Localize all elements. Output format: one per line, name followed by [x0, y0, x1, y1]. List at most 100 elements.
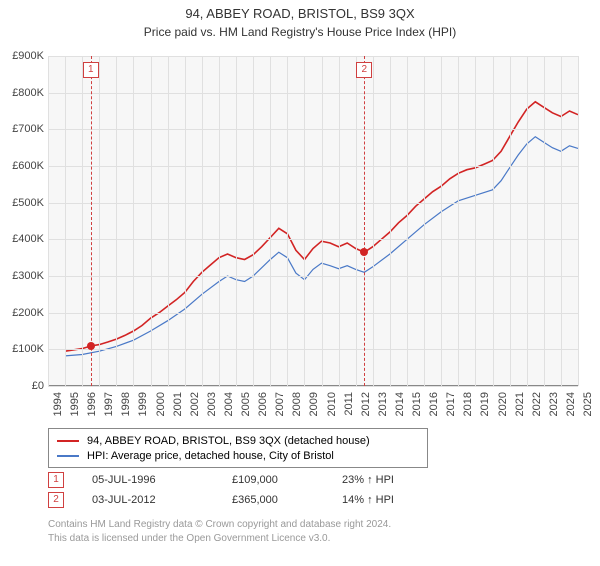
grid-line-v	[304, 56, 305, 386]
grid-line-h	[48, 93, 578, 94]
grid-line-v	[82, 56, 83, 386]
grid-line-v	[458, 56, 459, 386]
grid-line-v	[133, 56, 134, 386]
sale-date: 03-JUL-2012	[92, 494, 232, 506]
grid-line-v	[510, 56, 511, 386]
footer-line: This data is licensed under the Open Gov…	[48, 532, 578, 546]
y-tick-label: £400K	[0, 233, 44, 245]
x-tick-label: 2025	[582, 392, 594, 416]
grid-line-v	[270, 56, 271, 386]
legend-swatch	[57, 455, 79, 457]
grid-line-h	[48, 313, 578, 314]
x-tick-label: 2002	[189, 392, 201, 416]
y-tick-label: £800K	[0, 87, 44, 99]
x-tick-label: 2009	[308, 392, 320, 416]
grid-line-v	[116, 56, 117, 386]
sale-price: £109,000	[232, 474, 342, 486]
sale-date: 05-JUL-1996	[92, 474, 232, 486]
x-tick-label: 2003	[206, 392, 218, 416]
sales-table: 1 05-JUL-1996 £109,000 23% ↑ HPI 2 03-JU…	[48, 470, 462, 510]
grid-line-v	[390, 56, 391, 386]
y-tick-label: £500K	[0, 197, 44, 209]
y-tick-label: £700K	[0, 123, 44, 135]
x-tick-label: 2010	[326, 392, 338, 416]
grid-line-v	[339, 56, 340, 386]
grid-line-v	[578, 56, 579, 386]
x-tick-label: 2006	[257, 392, 269, 416]
sale-marker-badge: 2	[356, 62, 372, 78]
grid-line-h	[48, 129, 578, 130]
grid-line-v	[48, 56, 49, 386]
legend-item: HPI: Average price, detached house, City…	[57, 448, 419, 463]
legend-box: 94, ABBEY ROAD, BRISTOL, BS9 3QX (detach…	[48, 428, 428, 468]
footer-line: Contains HM Land Registry data © Crown c…	[48, 518, 578, 532]
sale-marker-badge: 1	[48, 472, 64, 488]
grid-line-v	[65, 56, 66, 386]
grid-line-v	[202, 56, 203, 386]
grid-line-h	[48, 239, 578, 240]
legend-item: 94, ABBEY ROAD, BRISTOL, BS9 3QX (detach…	[57, 433, 419, 448]
grid-line-h	[48, 349, 578, 350]
x-tick-label: 2016	[428, 392, 440, 416]
sale-delta: 23% ↑ HPI	[342, 474, 462, 486]
sale-price: £365,000	[232, 494, 342, 506]
grid-line-v	[287, 56, 288, 386]
grid-line-v	[544, 56, 545, 386]
sale-marker-line	[91, 56, 92, 386]
legend-label: HPI: Average price, detached house, City…	[87, 450, 334, 462]
grid-line-v	[424, 56, 425, 386]
x-tick-label: 1995	[69, 392, 81, 416]
x-tick-label: 1996	[86, 392, 98, 416]
grid-line-h	[48, 166, 578, 167]
x-tick-label: 2024	[565, 392, 577, 416]
x-tick-label: 2007	[274, 392, 286, 416]
x-tick-label: 2017	[445, 392, 457, 416]
grid-line-v	[493, 56, 494, 386]
grid-line-h	[48, 386, 578, 387]
x-tick-label: 2020	[497, 392, 509, 416]
grid-line-h	[48, 56, 578, 57]
chart-lines-svg	[48, 56, 578, 386]
x-tick-label: 2023	[548, 392, 560, 416]
y-tick-label: £200K	[0, 307, 44, 319]
sales-row: 2 03-JUL-2012 £365,000 14% ↑ HPI	[48, 490, 462, 510]
legend-label: 94, ABBEY ROAD, BRISTOL, BS9 3QX (detach…	[87, 435, 370, 447]
x-tick-label: 1994	[52, 392, 64, 416]
grid-line-v	[151, 56, 152, 386]
x-tick-label: 2019	[479, 392, 491, 416]
grid-line-v	[168, 56, 169, 386]
grid-line-v	[253, 56, 254, 386]
y-tick-label: £300K	[0, 270, 44, 282]
x-tick-label: 2021	[514, 392, 526, 416]
grid-line-v	[356, 56, 357, 386]
grid-line-v	[561, 56, 562, 386]
grid-line-v	[407, 56, 408, 386]
x-tick-label: 2015	[411, 392, 423, 416]
x-tick-label: 1999	[137, 392, 149, 416]
x-tick-label: 2004	[223, 392, 235, 416]
sale-delta: 14% ↑ HPI	[342, 494, 462, 506]
grid-line-v	[322, 56, 323, 386]
page-title: 94, ABBEY ROAD, BRISTOL, BS9 3QX	[0, 6, 600, 21]
grid-line-v	[99, 56, 100, 386]
x-tick-label: 1997	[103, 392, 115, 416]
grid-line-v	[373, 56, 374, 386]
x-tick-label: 2000	[155, 392, 167, 416]
grid-line-v	[236, 56, 237, 386]
grid-line-h	[48, 276, 578, 277]
y-tick-label: £0	[0, 380, 44, 392]
x-tick-label: 2018	[462, 392, 474, 416]
x-tick-label: 2013	[377, 392, 389, 416]
x-tick-label: 2001	[172, 392, 184, 416]
chart-container: 94, ABBEY ROAD, BRISTOL, BS9 3QX Price p…	[0, 6, 600, 566]
x-tick-label: 2008	[291, 392, 303, 416]
x-tick-label: 2022	[531, 392, 543, 416]
sale-marker-dot	[360, 248, 368, 256]
sales-row: 1 05-JUL-1996 £109,000 23% ↑ HPI	[48, 470, 462, 490]
y-tick-label: £100K	[0, 343, 44, 355]
footer-attribution: Contains HM Land Registry data © Crown c…	[48, 518, 578, 545]
grid-line-v	[185, 56, 186, 386]
grid-line-v	[527, 56, 528, 386]
grid-line-h	[48, 203, 578, 204]
grid-line-v	[219, 56, 220, 386]
